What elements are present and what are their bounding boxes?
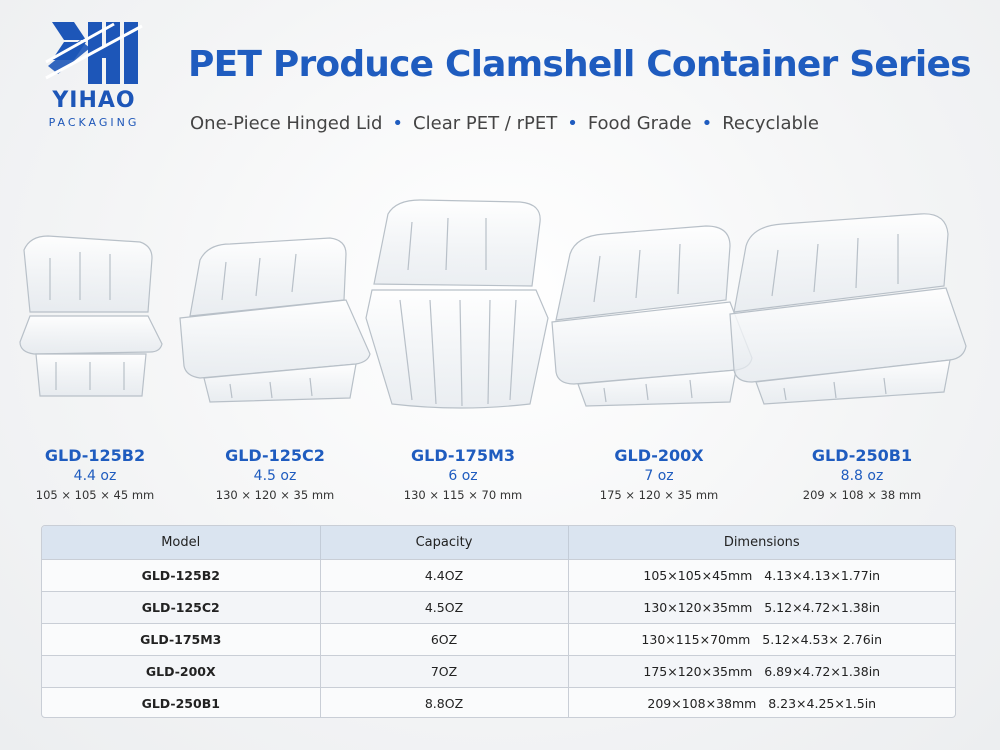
cell-model: GLD-125C2 [42, 590, 321, 623]
cell-capacity: 7OZ [320, 654, 569, 687]
cell-capacity: 4.5OZ [320, 590, 569, 623]
product-model: GLD-175M3 [411, 446, 515, 465]
product-model: GLD-125B2 [44, 446, 146, 465]
table-row: GLD-125B2 4.4OZ 105×105×45mm 4.13×4.13×1… [42, 558, 955, 591]
cell-model: GLD-200X [42, 654, 321, 687]
product-image-gld-125c2 [179, 237, 371, 403]
cell-model: GLD-250B1 [42, 686, 321, 717]
cell-dimensions: 105×105×45mm 4.13×4.13×1.77in [568, 558, 955, 591]
spec-table: Model Capacity Dimensions GLD-125B2 4.4O… [41, 525, 956, 718]
product-capacity: 8.8 oz [840, 468, 884, 484]
column-header-dimensions: Dimensions [568, 526, 955, 559]
product-image-gld-175m3 [365, 199, 549, 409]
table-row: GLD-250B1 8.8OZ 209×108×38mm 8.23×4.25×1… [42, 686, 955, 717]
product-capacity: 7 oz [644, 468, 674, 484]
column-header-capacity: Capacity [320, 526, 569, 559]
cell-dimensions: 130×115×70mm 5.12×4.53× 2.76in [568, 622, 955, 655]
cell-model: GLD-175M3 [42, 622, 321, 655]
yihao-logo-mark [45, 22, 143, 84]
product-image-gld-200x [551, 225, 753, 407]
product-model: GLD-125C2 [225, 446, 325, 465]
product-capacity: 4.4 oz [73, 468, 117, 484]
product-capacity: 4.5 oz [253, 468, 297, 484]
product-photos [19, 199, 967, 409]
feature-item: One-Piece Hinged Lid [190, 113, 383, 134]
feature-item: Clear PET / rPET [413, 113, 558, 134]
product-dimensions: 105 × 105 × 45 mm [35, 488, 155, 502]
feature-item: Recyclable [722, 113, 819, 134]
product-image-gld-125b2 [19, 235, 163, 397]
cell-capacity: 4.4OZ [320, 558, 569, 591]
product-model: GLD-250B1 [811, 446, 913, 465]
cell-dimensions: 130×120×35mm 5.12×4.72×1.38in [568, 590, 955, 623]
feature-item: Food Grade [587, 113, 692, 134]
table-header-row: Model Capacity Dimensions [42, 526, 955, 559]
separator-dot: • [392, 113, 404, 134]
product-caption: GLD-125B2 4.4 oz 105 × 105 × 45 mm [0, 446, 195, 502]
product-model: GLD-200X [614, 446, 704, 465]
product-dimensions: 175 × 120 × 35 mm [599, 488, 719, 502]
page-title: PET Produce Clamshell Container Series [188, 44, 972, 85]
product-dimensions: 209 × 108 × 38 mm [802, 488, 922, 502]
separator-dot: • [567, 113, 578, 134]
product-dimensions: 130 × 120 × 35 mm [215, 488, 335, 502]
separator-dot: • [701, 113, 713, 134]
brand-name: YIHAO [52, 88, 136, 113]
product-dimensions: 130 × 115 × 70 mm [403, 488, 523, 502]
table-row: GLD-175M3 6OZ 130×115×70mm 5.12×4.53× 2.… [42, 622, 955, 655]
product-capacity: 6 oz [448, 468, 478, 484]
table-row: GLD-200X 7OZ 175×120×35mm 6.89×4.72×1.38… [42, 654, 955, 687]
feature-list: One-Piece Hinged Lid • Clear PET / rPET • Fo… [190, 113, 819, 134]
product-image-gld-250b1 [729, 213, 967, 405]
brand-subtitle: PACKAGING [48, 116, 140, 129]
product-caption: GLD-200X 7 oz 175 × 120 × 35 mm [559, 446, 759, 502]
product-caption: GLD-250B1 8.8 oz 209 × 108 × 38 mm [762, 446, 962, 502]
column-header-model: Model [42, 526, 321, 559]
table-row: GLD-125C2 4.5OZ 130×120×35mm 5.12×4.72×1… [42, 590, 955, 623]
brand-logo: YIHAO PACKAGING [44, 18, 164, 140]
product-caption: GLD-125C2 4.5 oz 130 × 120 × 35 mm [175, 446, 375, 502]
cell-capacity: 8.8OZ [320, 686, 569, 717]
cell-dimensions: 209×108×38mm 8.23×4.25×1.5in [568, 686, 955, 717]
cell-model: GLD-125B2 [42, 558, 321, 591]
cell-capacity: 6OZ [320, 622, 569, 655]
cell-dimensions: 175×120×35mm 6.89×4.72×1.38in [568, 654, 955, 687]
product-caption: GLD-175M3 6 oz 130 × 115 × 70 mm [363, 446, 563, 502]
